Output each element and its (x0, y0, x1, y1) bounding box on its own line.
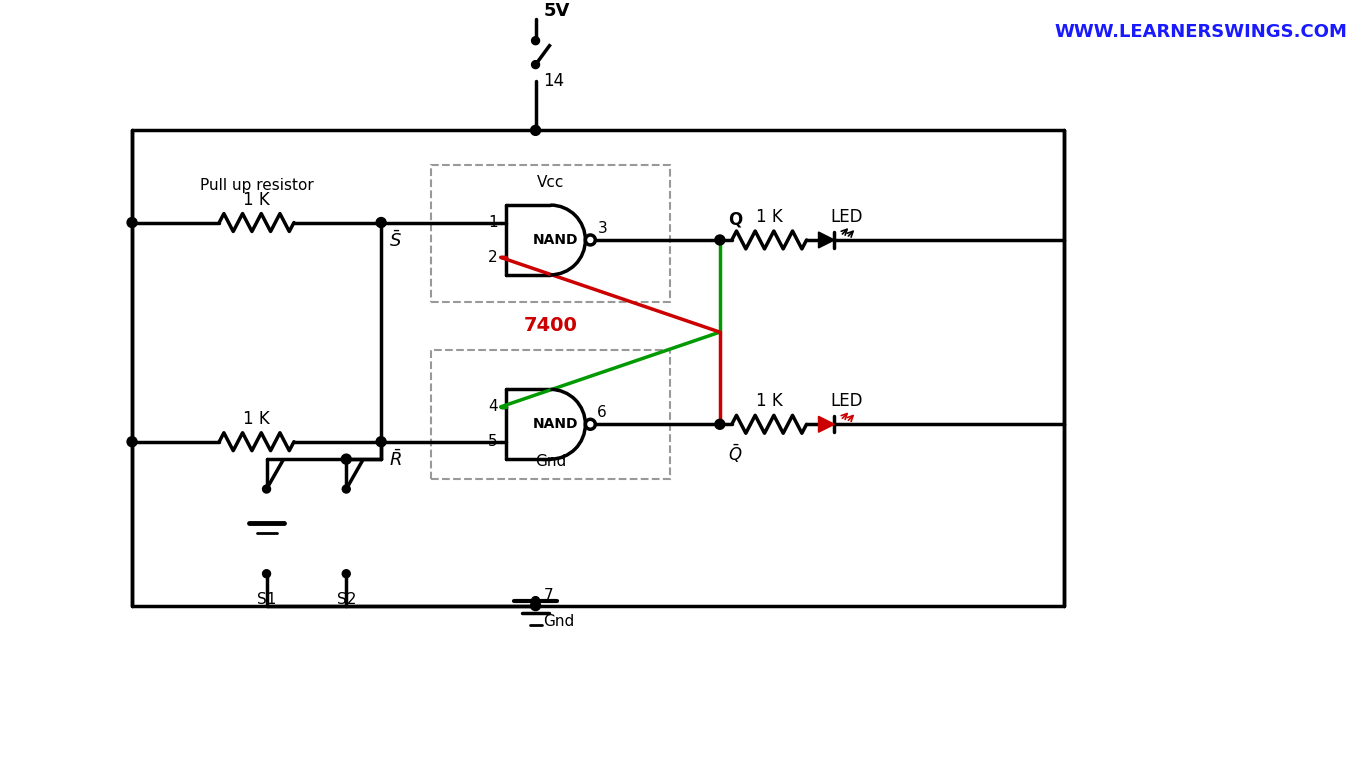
Text: NAND: NAND (533, 417, 578, 432)
Text: 14: 14 (544, 71, 564, 90)
Circle shape (530, 601, 541, 611)
Text: 4: 4 (488, 399, 497, 415)
Text: 6: 6 (597, 405, 607, 420)
Text: Vcc: Vcc (537, 175, 564, 190)
Circle shape (262, 485, 270, 493)
Bar (430, 349, 671, 479)
Circle shape (530, 125, 541, 135)
Polygon shape (818, 416, 835, 432)
Text: WWW.LEARNERSWINGS.COM: WWW.LEARNERSWINGS.COM (1055, 23, 1347, 41)
Circle shape (376, 437, 387, 447)
Text: 7400: 7400 (523, 316, 578, 335)
Text: LED: LED (831, 208, 863, 226)
Text: 2: 2 (488, 250, 497, 265)
Text: 3: 3 (597, 220, 607, 236)
Circle shape (127, 217, 137, 227)
Text: 5: 5 (488, 434, 497, 449)
Text: 1 K: 1 K (243, 190, 270, 209)
Circle shape (531, 597, 540, 604)
Text: $\bar{S}$: $\bar{S}$ (389, 230, 402, 251)
Text: S1: S1 (257, 591, 276, 607)
Text: Gnd: Gnd (544, 614, 575, 628)
Text: 5V: 5V (544, 2, 570, 20)
Circle shape (714, 235, 725, 245)
Circle shape (343, 485, 350, 493)
Circle shape (127, 437, 137, 447)
Text: $\bar{R}$: $\bar{R}$ (389, 450, 402, 470)
Text: $\bar{Q}$: $\bar{Q}$ (728, 442, 742, 465)
Circle shape (714, 419, 725, 429)
Text: 1 K: 1 K (755, 208, 783, 226)
Text: NAND: NAND (533, 233, 578, 247)
Text: LED: LED (831, 392, 863, 410)
Text: Pull up resistor: Pull up resistor (199, 177, 313, 193)
Circle shape (531, 37, 540, 45)
Text: 1: 1 (488, 215, 497, 230)
Text: Q: Q (728, 210, 742, 228)
Text: 1 K: 1 K (243, 410, 270, 428)
Circle shape (376, 217, 387, 227)
Text: Gnd: Gnd (535, 454, 566, 469)
Circle shape (531, 61, 540, 68)
Circle shape (343, 570, 350, 578)
Text: S2: S2 (336, 591, 357, 607)
Bar (430, 165, 671, 302)
Circle shape (342, 454, 351, 464)
Text: 7: 7 (544, 588, 553, 603)
Polygon shape (818, 232, 835, 248)
Text: 1 K: 1 K (755, 392, 783, 410)
Circle shape (262, 570, 270, 578)
